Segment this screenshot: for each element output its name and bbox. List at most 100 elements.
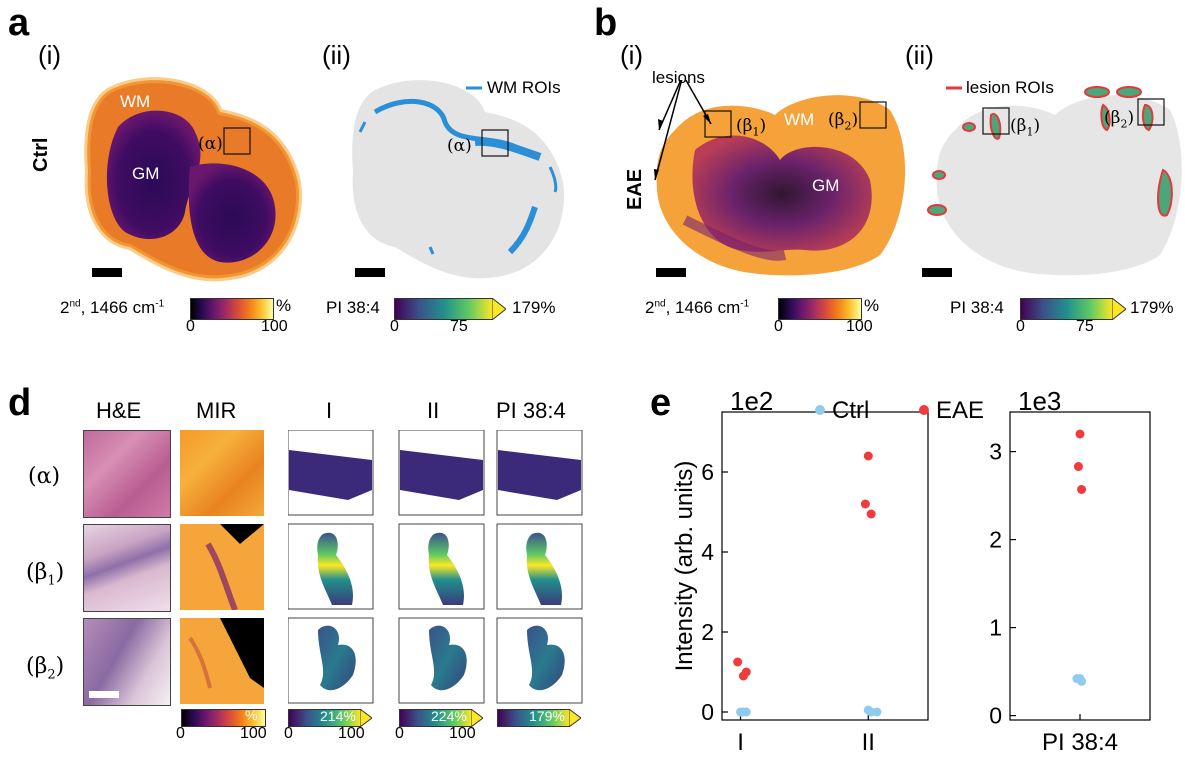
cb-d-ii-extend (471, 709, 483, 727)
e1-xtick-label: I (737, 729, 744, 756)
cb-d-ii-bar (399, 709, 472, 727)
row-header-alpha: (α) (28, 464, 61, 489)
cb-b1-min: 0 (774, 318, 783, 335)
ctrl-mir-map (84, 77, 302, 282)
cb-d-pi-extend (569, 709, 581, 727)
e1-point-eae (733, 657, 743, 667)
scale-bar (92, 268, 122, 277)
roi-beta1-box-2 (982, 107, 1010, 135)
e1-point-eae (863, 451, 873, 461)
he-alpha-thumb (83, 430, 171, 518)
e1-point-eae (866, 509, 876, 519)
mir-beta1-thumb (180, 524, 264, 610)
e2-point-ctrl (1077, 676, 1087, 686)
cb-d-i-bar (288, 709, 361, 727)
ctrl-wm-label: WM (120, 92, 151, 111)
e1-frame (721, 411, 929, 721)
cb-b2-extend (1112, 298, 1126, 320)
col-header-i: I (326, 398, 333, 423)
cb-a2-extend (492, 298, 506, 320)
cb-d-ii-maxlabel: 224% (431, 708, 467, 724)
cb-d-i-extend (360, 709, 372, 727)
e2-xtick-label: PI 38:4 (1042, 729, 1118, 756)
e1-point-ctrl (741, 707, 751, 717)
e1-ytick-label: 6 (701, 459, 714, 485)
cb-d-mir-min: 0 (176, 725, 185, 742)
cb-d-i-min: 0 (284, 725, 293, 742)
e2-scale-label: 1e3 (1018, 390, 1061, 416)
cb-d-ii-max: 100 (449, 725, 476, 742)
e2-frame (1009, 411, 1151, 721)
cb-b1-max: 100 (846, 318, 873, 335)
cb-b2-max: 179% (1130, 298, 1174, 317)
e1-xtick-label: II (862, 729, 875, 756)
panel-a-letter: a (8, 2, 30, 44)
row-header-beta2: (β2) (26, 654, 65, 683)
legend-eae-label: EAE (936, 397, 984, 424)
roi-alpha-box-2 (481, 129, 509, 157)
col-header-pi: PI 38:4 (496, 398, 566, 423)
panel-d-letter: d (8, 382, 32, 424)
cb-a1-max: 100 (261, 318, 288, 335)
e1-point-eae (860, 499, 870, 509)
eae-beta2-label-2: (β2) (1104, 108, 1135, 131)
cb-a2-bar (394, 298, 493, 320)
eae-beta2-label: (β2) (828, 110, 859, 133)
cb-b2-bar (1020, 298, 1113, 320)
e2-ytick-label: 2 (989, 527, 1002, 553)
cb-d-pi-maxlabel: 179% (529, 708, 565, 724)
panel-e-letter: e (650, 382, 672, 424)
e1-scale-label: 1e2 (730, 390, 773, 416)
ctrl-row-label: Ctrl (30, 137, 52, 172)
cb-b2-label: PI 38:4 (950, 298, 1004, 317)
cb-d-mir-max: 100 (240, 725, 267, 742)
col-header-ii: II (427, 398, 440, 423)
cb-a2-min: 0 (390, 318, 399, 335)
cb-a1-bar (190, 298, 274, 320)
mir-alpha-thumb (180, 430, 264, 516)
ctrl-pi-map (352, 80, 565, 279)
col-header-mir: MIR (196, 398, 237, 423)
ctrl-alpha-label-2: (α) (447, 136, 472, 156)
panel-a-sub-i: (i) (38, 40, 62, 70)
e-ylabel: Intensity (arb. units) (671, 461, 698, 672)
ctrl-gm-label: GM (132, 164, 160, 183)
lesion-roi-legend-swatch (946, 86, 962, 90)
scale-bar-2 (355, 268, 385, 277)
panel-a-sub-ii: (ii) (322, 40, 351, 70)
e1-ytick-label: 0 (701, 699, 714, 725)
panel-b-sub-ii: (ii) (905, 40, 934, 70)
e2-point-eae (1073, 462, 1083, 472)
cb-d-i-maxlabel: 214% (320, 708, 356, 724)
e1-point-eae (741, 667, 751, 677)
roi-beta1-box (704, 110, 732, 138)
cb-a1-min: 0 (186, 318, 195, 335)
cb-d-mir-bar (181, 709, 266, 727)
eae-mir-map (654, 80, 906, 276)
cb-d-i-max: 100 (338, 725, 365, 742)
roi-beta2-box (859, 101, 887, 129)
roi-beta2-box-2 (1137, 98, 1165, 126)
lesion-roi-legend: lesion ROIs (966, 78, 1054, 97)
roi-alpha-box (223, 127, 251, 155)
e2-point-eae (1075, 429, 1085, 439)
cb-a1-unit: % (276, 296, 292, 315)
legend-ctrl-marker (815, 405, 825, 415)
eae-beta1-label: (β1) (736, 116, 767, 139)
panel-b-letter: b (594, 2, 618, 44)
panel-b-sub-i: (i) (620, 40, 644, 70)
cb-b1-unit: % (864, 296, 880, 315)
eae-pi-map (927, 86, 1182, 276)
mir-beta2-thumb (180, 618, 264, 704)
e2-ytick-label: 1 (989, 615, 1002, 641)
e2-ytick-label: 3 (989, 439, 1002, 465)
e2-ytick-label: 0 (989, 703, 1002, 729)
row-header-beta1: (β1) (26, 560, 65, 589)
e2-point-eae (1077, 484, 1087, 494)
scale-bar-3 (656, 268, 686, 277)
cb-b2-min: 0 (1016, 318, 1025, 335)
cb-d-ii-min: 0 (395, 725, 404, 742)
wm-roi-legend-swatch (466, 86, 482, 90)
cb-a2-max: 179% (512, 298, 556, 317)
cb-b1-bar (778, 298, 862, 320)
